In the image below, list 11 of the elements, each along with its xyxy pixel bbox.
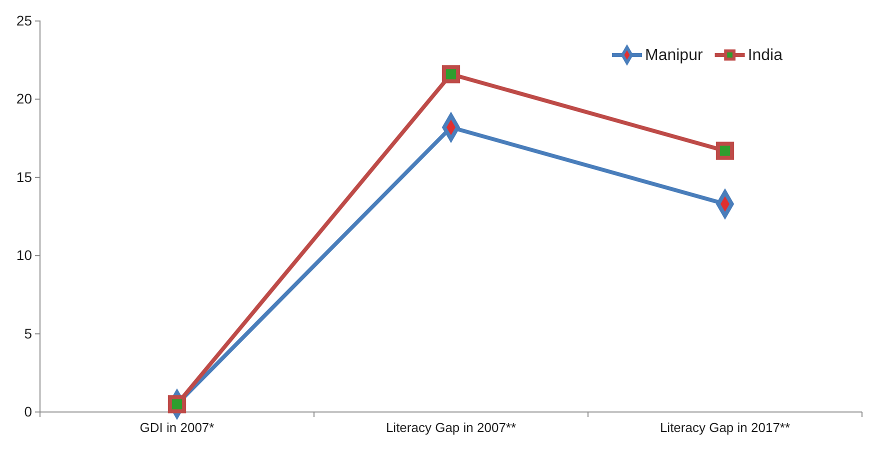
legend-label: Manipur [645,47,704,64]
x-tick-label: GDI in 2007* [140,420,214,435]
y-tick-label: 15 [16,168,32,185]
legend-label: India [748,47,783,64]
x-tick-label: Literacy Gap in 2007** [386,420,516,435]
y-tick-label: 20 [16,90,32,107]
y-tick-label: 5 [24,325,32,342]
x-tick-label: Literacy Gap in 2017** [660,420,790,435]
y-tick-label: 25 [16,12,32,28]
y-tick-label: 0 [24,403,32,420]
y-tick-label: 10 [16,247,32,264]
